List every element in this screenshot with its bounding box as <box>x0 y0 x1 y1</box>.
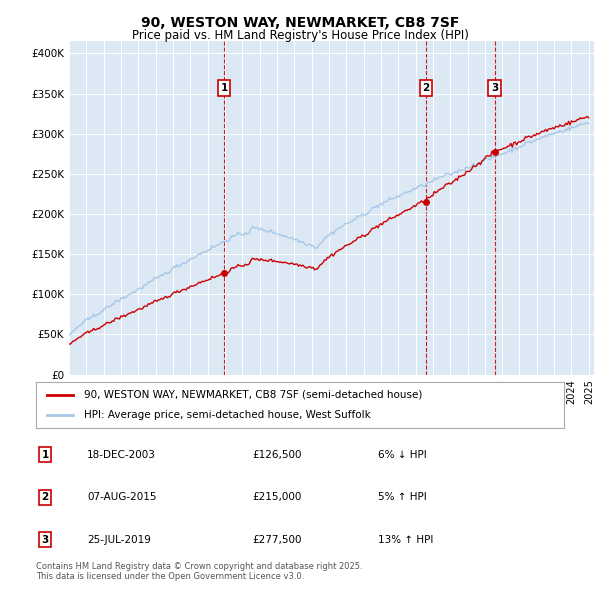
Text: 6% ↓ HPI: 6% ↓ HPI <box>378 450 427 460</box>
Text: 90, WESTON WAY, NEWMARKET, CB8 7SF (semi-detached house): 90, WESTON WAY, NEWMARKET, CB8 7SF (semi… <box>83 389 422 399</box>
Text: 25-JUL-2019: 25-JUL-2019 <box>87 535 151 545</box>
Text: 2: 2 <box>41 493 49 502</box>
Text: 1: 1 <box>221 83 228 93</box>
Text: 07-AUG-2015: 07-AUG-2015 <box>87 493 157 502</box>
Text: 3: 3 <box>491 83 498 93</box>
Text: Contains HM Land Registry data © Crown copyright and database right 2025.
This d: Contains HM Land Registry data © Crown c… <box>36 562 362 581</box>
Text: 13% ↑ HPI: 13% ↑ HPI <box>378 535 433 545</box>
Text: £215,000: £215,000 <box>252 493 301 502</box>
Text: 2: 2 <box>422 83 430 93</box>
Text: 3: 3 <box>41 535 49 545</box>
Text: £277,500: £277,500 <box>252 535 302 545</box>
Text: 18-DEC-2003: 18-DEC-2003 <box>87 450 156 460</box>
Text: HPI: Average price, semi-detached house, West Suffolk: HPI: Average price, semi-detached house,… <box>83 410 370 420</box>
Text: £126,500: £126,500 <box>252 450 302 460</box>
Text: Price paid vs. HM Land Registry's House Price Index (HPI): Price paid vs. HM Land Registry's House … <box>131 29 469 42</box>
Text: 1: 1 <box>41 450 49 460</box>
Text: 5% ↑ HPI: 5% ↑ HPI <box>378 493 427 502</box>
Text: 90, WESTON WAY, NEWMARKET, CB8 7SF: 90, WESTON WAY, NEWMARKET, CB8 7SF <box>141 16 459 30</box>
